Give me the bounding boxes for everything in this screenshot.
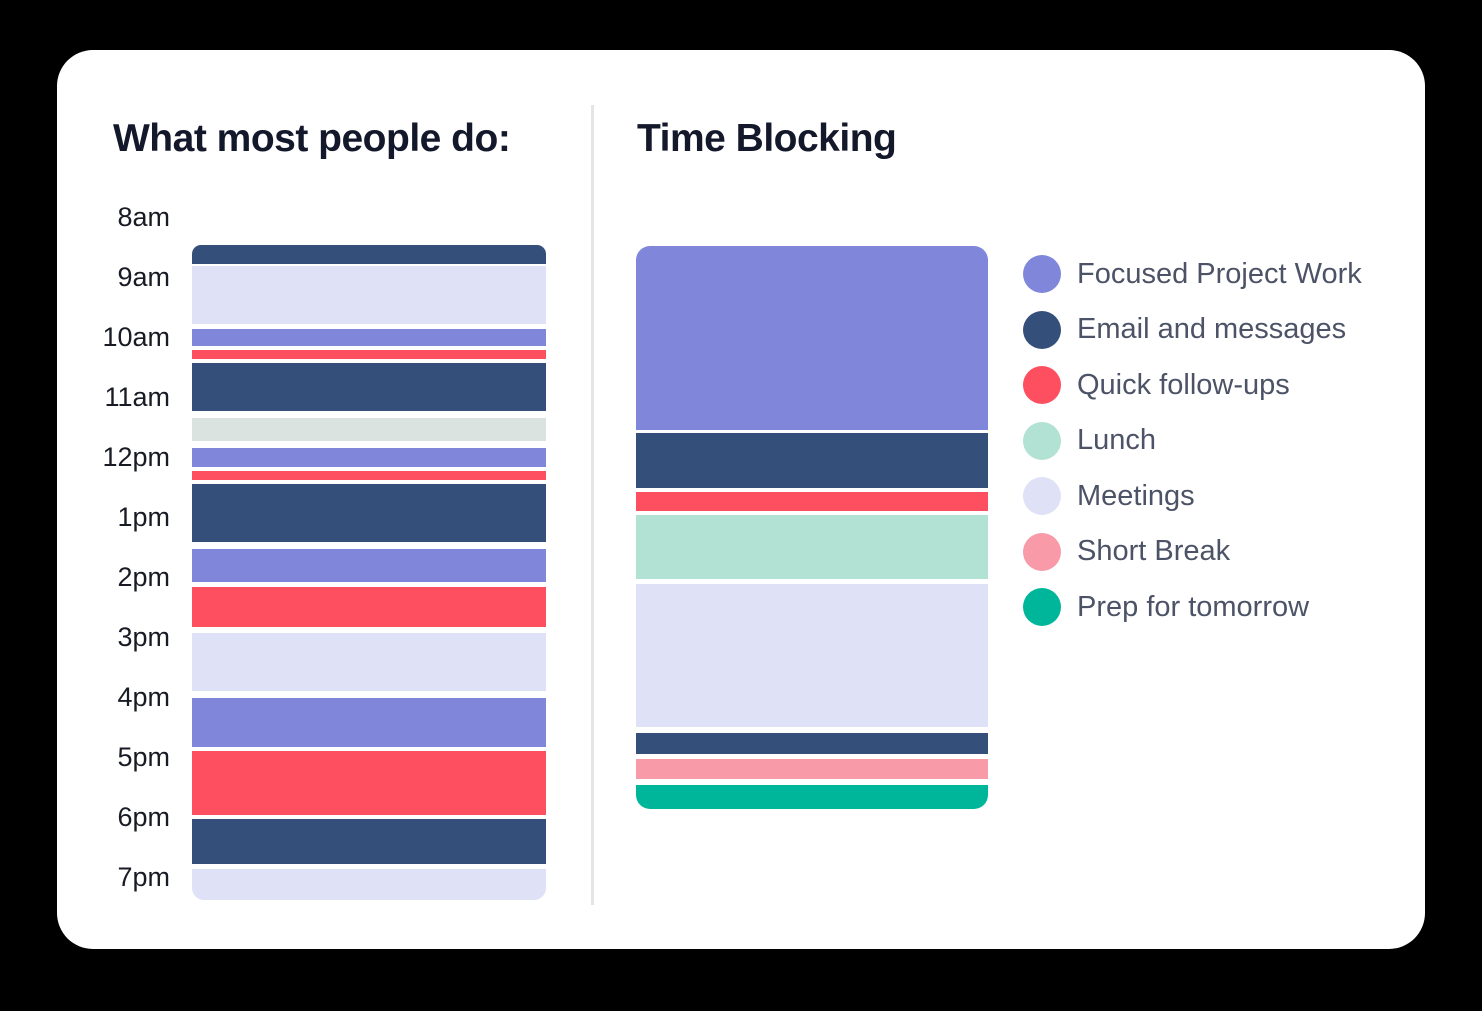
legend-label: Meetings [1077, 479, 1195, 512]
time-block-quick [192, 471, 546, 480]
legend-item-lunch: Lunch [1023, 421, 1157, 460]
axis-tick-2pm: 2pm [117, 562, 170, 592]
axis-tick-9am: 9am [117, 262, 170, 292]
time-block-meetings [192, 869, 546, 900]
axis-tick-3pm: 3pm [117, 622, 170, 652]
time-block-email [636, 433, 988, 488]
legend-swatch-lunch [1023, 421, 1061, 460]
left-panel-title: What most people do: [113, 117, 511, 160]
legend-item-break: Short Break [1023, 532, 1231, 571]
axis-tick-5pm: 5pm [117, 742, 170, 772]
legend-swatch-quick [1023, 366, 1061, 404]
legend-swatch-meetings [1023, 477, 1061, 515]
time-block-email [192, 819, 546, 864]
time-block-focused [192, 549, 546, 582]
legend-swatch-email [1023, 310, 1061, 349]
legend-label: Prep for tomorrow [1077, 590, 1310, 623]
time-block-email [192, 245, 546, 264]
legend-swatch-prep [1023, 588, 1061, 626]
time-block-focused [636, 246, 988, 430]
infographic-card: What most people do: Time Blocking 8am 9a… [57, 50, 1425, 949]
legend-item-quick: Quick follow-ups [1023, 366, 1290, 404]
axis-tick-11am: 11am [104, 382, 170, 412]
axis-tick-1pm: 1pm [117, 502, 170, 532]
time-block-email [192, 484, 546, 542]
time-block-quick [636, 492, 988, 511]
time-block-meetings [636, 584, 988, 727]
legend-item-focused: Focused Project Work [1023, 255, 1362, 293]
axis-tick-7pm: 7pm [117, 862, 170, 892]
time-blocking-timeline-chart [636, 50, 988, 949]
time-axis: 8am 9am 10am 11am 12pm 1pm 2pm 3pm 4pm 5pm 6pm 7pm [57, 50, 170, 949]
time-block-focused [192, 329, 546, 346]
time-block-meetings [192, 266, 546, 324]
legend-label: Email and messages [1077, 313, 1347, 345]
right-panel-title: Time Blocking [637, 117, 897, 160]
time-block-meetings [192, 633, 546, 691]
axis-tick-10am: 10am [102, 322, 170, 352]
time-block-focused [192, 698, 546, 747]
legend-item-email: Email and messages [1023, 310, 1347, 349]
time-block-lunch_muted [192, 418, 546, 441]
legend-item-meetings: Meetings [1023, 477, 1195, 515]
time-block-quick [192, 751, 546, 815]
panel-divider [591, 105, 594, 905]
most-people-timeline-chart [192, 50, 546, 949]
legend-swatch-break [1023, 532, 1061, 571]
axis-tick-8am: 8am [117, 202, 170, 232]
legend: Focused Project Work Email and messages Qu… [1023, 50, 1425, 949]
axis-tick-6pm: 6pm [117, 802, 170, 832]
legend-label: Focused Project Work [1077, 257, 1362, 290]
time-block-email [636, 733, 988, 754]
legend-item-prep: Prep for tomorrow [1023, 588, 1309, 626]
legend-label: Short Break [1077, 535, 1231, 567]
time-block-quick [192, 350, 546, 359]
legend-swatch-focused [1023, 255, 1061, 293]
legend-label: Quick follow-ups [1077, 368, 1290, 401]
time-block-quick [192, 587, 546, 627]
legend-label: Lunch [1077, 424, 1157, 456]
time-block-break [636, 759, 988, 779]
time-block-focused [192, 448, 546, 467]
time-block-email [192, 363, 546, 411]
time-block-prep [636, 785, 988, 809]
axis-tick-12pm: 12pm [102, 442, 170, 472]
time-block-lunch [636, 515, 988, 579]
axis-tick-4pm: 4pm [117, 682, 170, 712]
